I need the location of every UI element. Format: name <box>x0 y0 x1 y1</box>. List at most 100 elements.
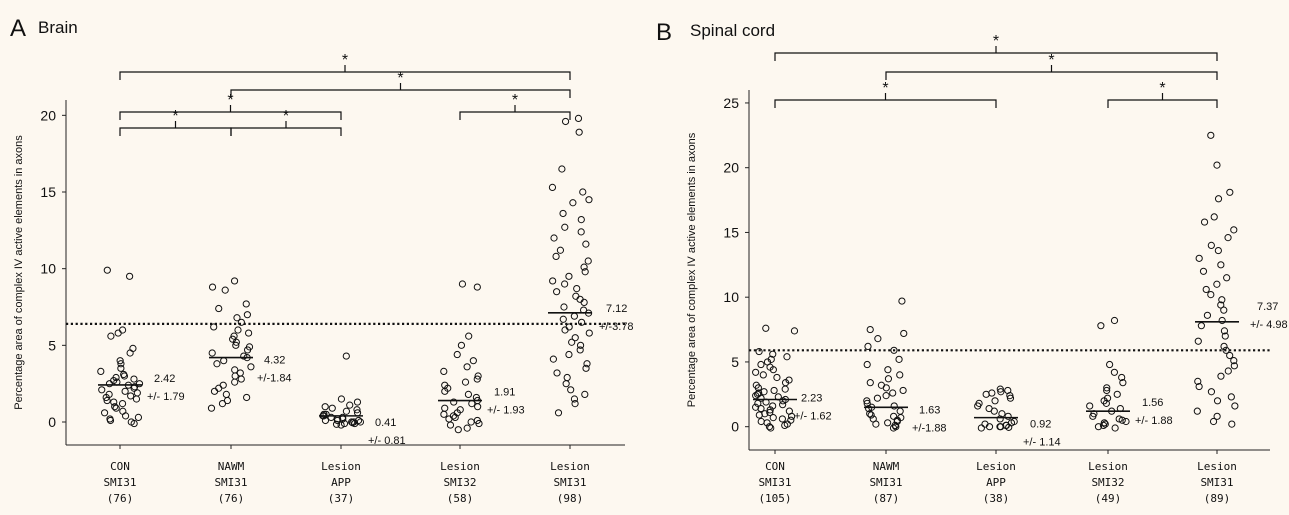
data-point <box>208 349 216 357</box>
data-point <box>568 338 576 346</box>
data-point <box>340 419 349 428</box>
data-point <box>1199 267 1208 275</box>
data-point <box>577 228 585 236</box>
data-point <box>778 415 786 423</box>
data-point <box>473 375 481 383</box>
data-point <box>458 280 467 288</box>
data-point <box>321 403 329 411</box>
data-point <box>1122 417 1130 426</box>
y-axis-label: Percentage area of complex IV active ele… <box>13 135 25 410</box>
data-point <box>464 390 473 398</box>
data-point <box>337 395 346 403</box>
data-point <box>121 387 129 395</box>
data-point <box>790 327 799 335</box>
data-point <box>237 318 245 326</box>
data-point <box>866 379 874 387</box>
significance-bracket: * <box>230 70 571 98</box>
mean-label: 0.41 <box>375 417 396 429</box>
data-point <box>985 423 994 431</box>
y-axis-label: Percentage area of complex IV active ele… <box>686 132 698 407</box>
data-point <box>565 272 573 280</box>
data-point <box>884 375 893 383</box>
data-point <box>570 312 578 320</box>
data-point <box>571 400 579 408</box>
panel-title: Spinal cord <box>690 21 775 40</box>
data-point <box>1217 372 1225 380</box>
mean-label: 1.63 <box>919 404 940 416</box>
data-point <box>580 298 588 306</box>
x-tick-label: (76) <box>218 492 245 505</box>
data-point <box>556 246 565 254</box>
y-tick-label: 0 <box>731 419 739 435</box>
bracket-line <box>459 111 571 120</box>
data-point <box>783 353 791 361</box>
significance-star: * <box>993 33 999 50</box>
data-point <box>867 411 875 419</box>
x-tick-label: NAWM <box>218 460 245 473</box>
data-point <box>781 385 789 393</box>
panel-a: A Brain Percentage area of complex IV acti… <box>10 15 634 505</box>
mean-label: 2.23 <box>801 392 822 404</box>
data-point <box>1214 246 1222 255</box>
data-point <box>118 400 127 408</box>
data-point <box>1110 316 1119 325</box>
data-point <box>475 419 483 428</box>
data-point <box>1224 367 1232 375</box>
data-point <box>781 421 789 429</box>
x-tick-label: SMI31 <box>214 476 247 489</box>
data-point <box>463 424 471 432</box>
data-point <box>1099 421 1108 429</box>
data-point <box>865 404 873 413</box>
data-point <box>473 283 481 291</box>
data-point <box>581 268 589 276</box>
data-point <box>1210 213 1218 221</box>
data-point <box>757 404 765 413</box>
data-point <box>561 223 569 231</box>
data-point <box>752 403 760 411</box>
data-point <box>234 326 242 334</box>
x-tick-label: Lesion <box>321 460 361 473</box>
y-tick-label: 15 <box>723 224 739 240</box>
data-point <box>1195 254 1203 262</box>
data-point <box>561 117 570 126</box>
data-point <box>1102 399 1110 407</box>
y-tick-label: 10 <box>40 261 56 277</box>
data-point <box>467 418 475 426</box>
bracket-line <box>119 127 232 136</box>
data-point <box>465 332 473 340</box>
bracket-line <box>119 71 571 80</box>
y-tick-label: 0 <box>48 414 56 430</box>
category-5: Lesion SMI31 (89) 7.37 +/- 4.98 <box>1193 131 1288 505</box>
data-point <box>882 392 890 400</box>
data-point <box>759 371 767 379</box>
data-point <box>552 252 560 260</box>
x-tick-label: Lesion <box>1088 460 1128 473</box>
data-point <box>752 368 760 376</box>
data-point <box>579 188 587 196</box>
data-point <box>213 360 221 368</box>
data-point <box>1202 285 1210 294</box>
data-point <box>1207 241 1215 249</box>
data-point <box>896 407 904 415</box>
data-point <box>977 424 985 432</box>
sd-label: +/- 1.62 <box>794 410 832 422</box>
data-point <box>441 387 449 395</box>
sd-label: +/- 1.93 <box>487 405 525 417</box>
data-point <box>243 346 252 354</box>
sd-label: +/- 1.79 <box>147 391 185 403</box>
data-point <box>210 323 218 331</box>
data-point <box>112 404 120 412</box>
x-tick-label: (37) <box>328 492 355 505</box>
sd-label: +/- 4.98 <box>1250 319 1288 331</box>
data-point <box>997 388 1005 396</box>
mean-label: 2.42 <box>154 373 175 385</box>
data-point <box>864 342 872 351</box>
y-tick-label: 5 <box>48 337 56 353</box>
significance-bracket: * <box>230 108 342 136</box>
data-point <box>231 378 239 386</box>
significance-bracket: * <box>119 52 571 80</box>
data-point <box>474 403 482 411</box>
data-point <box>991 397 999 405</box>
data-point <box>872 420 880 428</box>
